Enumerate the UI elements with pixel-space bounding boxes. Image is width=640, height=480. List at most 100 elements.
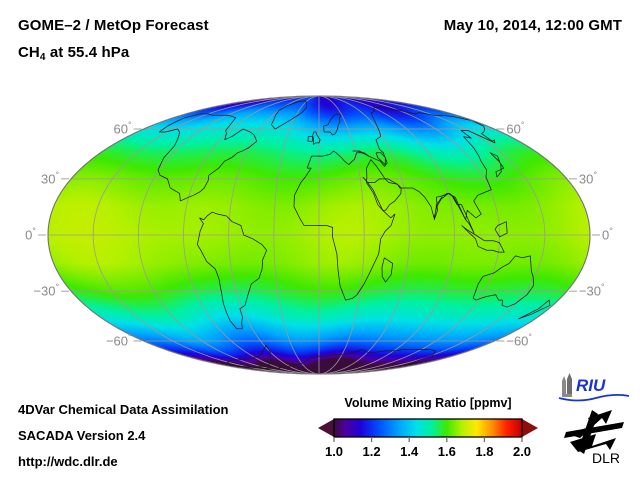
colorbar-segment	[400, 419, 402, 437]
colorbar-segment	[437, 419, 439, 437]
colorbar-segment	[435, 419, 437, 437]
colorbar-segment	[385, 419, 387, 437]
colorbar-min-arrow	[318, 419, 334, 437]
colorbar-segment	[383, 419, 385, 437]
latitude-label-minus30: −30°	[579, 282, 605, 298]
species-subscript: 4	[39, 52, 46, 63]
colorbar-segment	[411, 419, 413, 437]
coastline-path	[494, 221, 508, 238]
latitude-value: −30	[33, 283, 56, 299]
ch4-field-raster	[0, 78, 640, 388]
coastline-path	[307, 136, 313, 142]
colorbar-segment	[350, 419, 352, 437]
degree-symbol: °	[520, 120, 525, 131]
colorbar-segment	[462, 419, 464, 437]
colorbar-segment	[479, 419, 481, 437]
colorbar-segment	[505, 419, 507, 437]
colorbar-segment	[373, 419, 375, 437]
colorbar-segment	[377, 419, 379, 437]
colorbar-segment	[393, 419, 395, 437]
colorbar-segment	[349, 419, 351, 437]
colorbar-segment	[456, 419, 458, 437]
colorbar-segment	[366, 419, 368, 437]
colorbar-segment	[422, 419, 424, 437]
footer-line-assimilation: 4DVar Chemical Data Assimilation	[18, 402, 229, 417]
latitude-value: 60	[506, 121, 521, 137]
colorbar-segment	[361, 419, 363, 437]
coastline-path	[157, 113, 258, 202]
colorbar-segment	[376, 419, 378, 437]
colorbar-segment	[480, 419, 482, 437]
colorbar-segment	[379, 419, 381, 437]
colorbar-segment	[401, 419, 403, 437]
colorbar-segment	[477, 419, 479, 437]
colorbar-tick-label: 1.2	[362, 444, 381, 459]
graticule-meridian	[318, 95, 546, 375]
colorbar-segment	[413, 419, 415, 437]
colorbar-segment	[337, 419, 339, 437]
latitude-label-0: 0°	[602, 226, 613, 242]
dlr-logo: DLR	[564, 410, 624, 466]
colorbar-segment	[360, 419, 362, 437]
colorbar-segment	[380, 419, 382, 437]
colorbar-segment	[511, 419, 513, 437]
colorbar-segment	[394, 419, 396, 437]
colorbar-segment	[390, 419, 392, 437]
graticule-meridian	[273, 95, 320, 375]
colorbar-segment	[478, 419, 480, 437]
colorbar-segment	[476, 419, 478, 437]
species-label: CH	[18, 44, 40, 61]
colorbar-segment	[340, 419, 342, 437]
colorbar-segment	[514, 419, 516, 437]
degree-symbol: °	[600, 282, 605, 293]
graticule-meridian	[92, 95, 320, 375]
colorbar-segment	[485, 419, 487, 437]
colorbar-tick-labels: 1.0 1.2 1.4 1.6 1.8 2.0	[312, 444, 544, 466]
coastline-path	[362, 176, 402, 211]
riu-wordmark: RIU	[576, 376, 606, 395]
latitude-label-30: 30°	[41, 170, 59, 186]
colorbar-segment	[468, 419, 470, 437]
colorbar-segment	[424, 419, 426, 437]
colorbar-segment	[409, 419, 411, 437]
latitude-value: 0	[602, 227, 610, 243]
colorbar-segment	[439, 419, 441, 437]
degree-symbol: °	[32, 226, 36, 236]
degree-symbol: °	[593, 169, 597, 180]
colorbar-segment	[403, 419, 405, 437]
colorbar-segment	[356, 419, 358, 437]
coastline-path	[225, 349, 436, 369]
colorbar-segment	[352, 419, 354, 437]
coastlines	[157, 100, 551, 369]
colorbar-segment	[421, 419, 423, 437]
colorbar-segment	[370, 419, 372, 437]
degree-symbol: °	[55, 169, 60, 180]
coastline-path	[381, 257, 394, 283]
colorbar-segment	[417, 419, 419, 437]
degree-symbol: °	[609, 226, 613, 236]
colorbar-segment	[389, 419, 391, 437]
coastline-path	[323, 113, 342, 136]
colorbar-segment	[519, 419, 521, 437]
colorbar-segment	[434, 419, 436, 437]
coastline-path	[293, 106, 496, 301]
latitude-value: 60	[113, 121, 129, 137]
colorbar-segment	[396, 419, 398, 437]
page-title: GOME–2 / MetOp Forecast	[18, 17, 209, 34]
colorbar-segment	[449, 419, 451, 437]
colorbar-segment	[398, 419, 400, 437]
colorbar-segment	[471, 419, 473, 437]
colorbar-segment	[508, 419, 510, 437]
colorbar-segment	[382, 419, 384, 437]
footer-line-url[interactable]: http://wdc.dlr.de	[18, 454, 118, 469]
colorbar-segment	[458, 419, 460, 437]
colorbar-segment	[335, 419, 337, 437]
colorbar-segment	[455, 419, 457, 437]
mollweide-map-svg	[0, 78, 640, 388]
colorbar-segment	[358, 419, 360, 437]
colorbar-segment	[448, 419, 450, 437]
coastline-path	[270, 100, 308, 130]
colorbar-segment	[353, 419, 355, 437]
coastline-path	[472, 255, 534, 308]
colorbar-segment	[502, 419, 504, 437]
